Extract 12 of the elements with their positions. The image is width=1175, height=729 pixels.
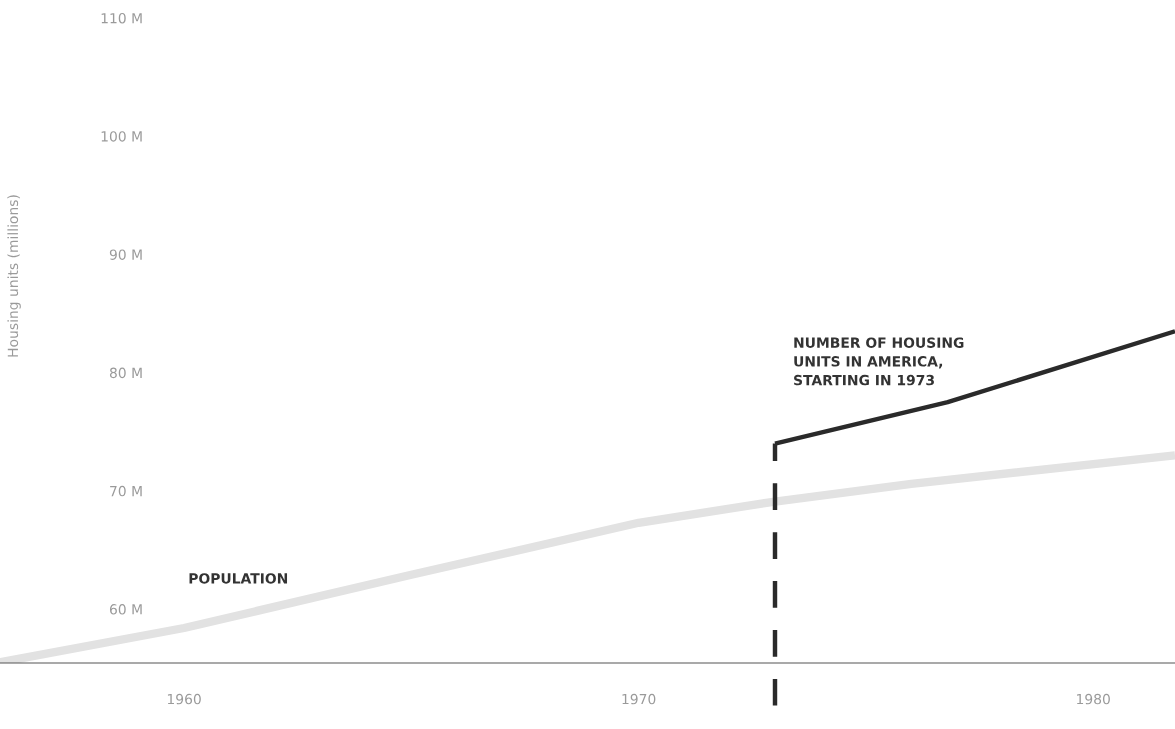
x-tick-label: 1960 xyxy=(167,693,201,705)
y-tick-label: 90 M xyxy=(109,249,142,260)
series-label: NUMBER OF HOUSING UNITS IN AMERICA, STARTING IN 1973 xyxy=(794,337,964,386)
x-tick-label: 1970 xyxy=(622,693,656,705)
y-tick-label: 80 M xyxy=(109,367,142,379)
y-tick-label: 110 M xyxy=(101,12,142,24)
x-tick-label: 1980 xyxy=(1077,693,1110,705)
y-tick-label: 100 M xyxy=(101,131,142,142)
y-tick-label: 60 M xyxy=(109,604,142,615)
y-axis-title: Housing units (millions) xyxy=(7,195,21,357)
y-tick-label: 70 M xyxy=(110,485,142,497)
series-label: POPULATION xyxy=(189,573,288,584)
